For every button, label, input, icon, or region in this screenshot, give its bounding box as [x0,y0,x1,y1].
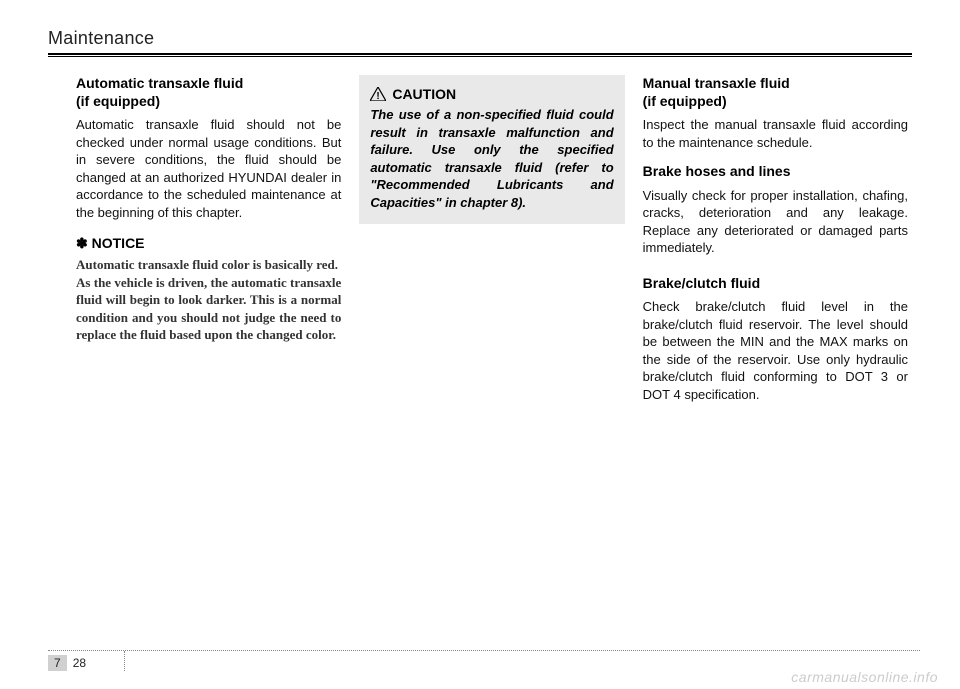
column-2: ! CAUTION The use of a non-specified flu… [359,75,624,404]
caution-box: ! CAUTION The use of a non-specified flu… [359,75,624,224]
column-1: Automatic transaxle fluid (if equipped) … [76,75,341,404]
chapter-number: 7 [48,655,67,671]
caution-body: The use of a non-specified fluid could r… [370,106,613,211]
warning-triangle-icon: ! [370,87,386,101]
paragraph: Check brake/clutch fluid level in the br… [643,298,908,403]
heading-text: Automatic transaxle fluid [76,75,243,91]
caution-heading: ! CAUTION [370,86,613,102]
heading-manual-transaxle: Manual transaxle fluid (if equipped) [643,75,908,110]
caution-label-text: CAUTION [392,86,456,102]
notice-body: Automatic transaxle fluid color is basic… [76,256,341,344]
heading-sub: (if equipped) [643,93,727,109]
page-footer: 7 28 [48,650,920,671]
page-number: 7 28 [48,655,920,671]
paragraph: Visually check for proper installation, … [643,187,908,257]
heading-brake-hoses: Brake hoses and lines [643,163,908,181]
rule-thin [48,56,912,57]
header: Maintenance [48,28,912,49]
manual-page: Maintenance Automatic transaxle fluid (i… [0,0,960,689]
notice-star-icon: ✽ [76,235,92,251]
heading-sub: (if equipped) [76,93,160,109]
notice-label-text: NOTICE [92,235,145,251]
heading-auto-transaxle: Automatic transaxle fluid (if equipped) [76,75,341,110]
footer-vertical-dots [124,651,125,671]
notice-heading: ✽ NOTICE [76,235,341,252]
page-in-chapter: 28 [69,655,90,671]
rule-thick [48,53,912,55]
heading-brake-clutch: Brake/clutch fluid [643,275,908,293]
heading-text: Manual transaxle fluid [643,75,790,91]
column-3: Manual transaxle fluid (if equipped) Ins… [643,75,908,404]
section-title: Maintenance [48,28,162,49]
footer-dotted-rule [48,650,920,651]
svg-text:!: ! [377,91,380,101]
watermark: carmanualsonline.info [791,669,938,685]
paragraph: Automatic transaxle fluid should not be … [76,116,341,221]
content-columns: Automatic transaxle fluid (if equipped) … [48,75,912,404]
paragraph: Inspect the manual transaxle fluid accor… [643,116,908,151]
